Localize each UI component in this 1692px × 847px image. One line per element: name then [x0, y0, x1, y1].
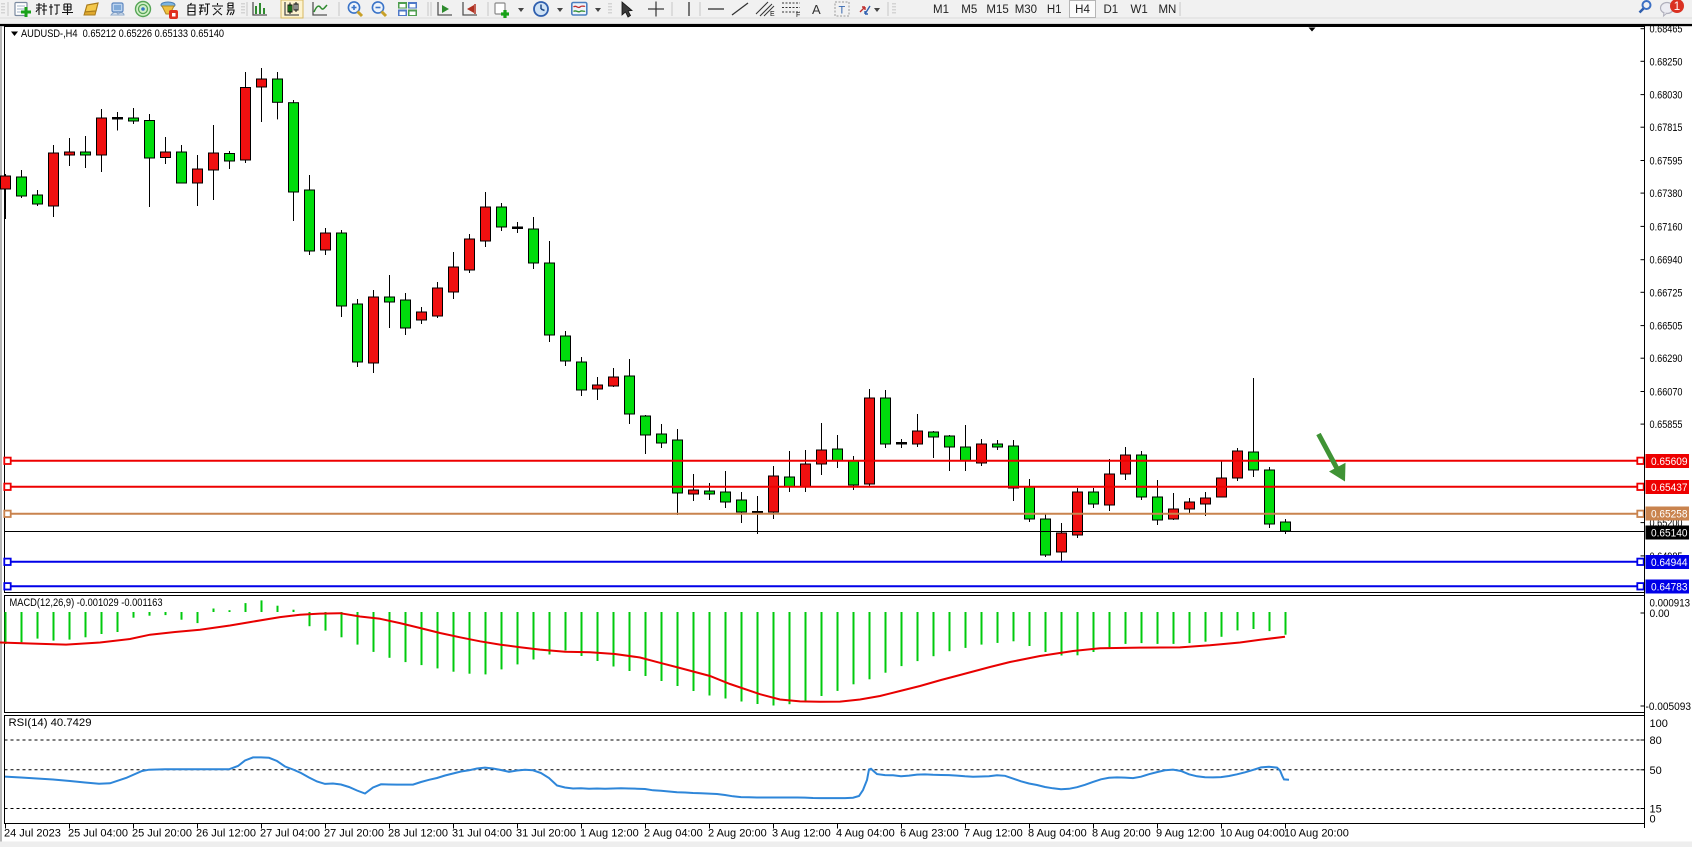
svg-text:M1: M1	[933, 4, 949, 16]
svg-text:A: A	[812, 2, 821, 17]
svg-text:F: F	[796, 12, 800, 19]
svg-text:9 Aug 12:00: 9 Aug 12:00	[1156, 828, 1215, 840]
svg-text:8 Aug 20:00: 8 Aug 20:00	[1092, 828, 1151, 840]
svg-text:24 Jul 2023: 24 Jul 2023	[4, 828, 61, 840]
svg-text:10 Aug 20:00: 10 Aug 20:00	[1284, 828, 1349, 840]
svg-text:0.65258: 0.65258	[1651, 509, 1688, 521]
svg-text:3 Aug 12:00: 3 Aug 12:00	[772, 828, 831, 840]
svg-text:0.66070: 0.66070	[1650, 387, 1683, 399]
svg-text:0.65609: 0.65609	[1651, 456, 1688, 468]
svg-text:80: 80	[1650, 735, 1662, 747]
svg-text:0.67380: 0.67380	[1650, 188, 1683, 200]
svg-text:D1: D1	[1103, 4, 1118, 16]
svg-text:27 Jul 20:00: 27 Jul 20:00	[324, 828, 384, 840]
svg-text:0.67815: 0.67815	[1650, 122, 1683, 134]
svg-text:0.64944: 0.64944	[1651, 557, 1688, 569]
svg-text:H4: H4	[1075, 4, 1090, 16]
svg-text:2 Aug 04:00: 2 Aug 04:00	[644, 828, 703, 840]
svg-text:0.000913: 0.000913	[1650, 598, 1691, 610]
svg-text:25 Jul 04:00: 25 Jul 04:00	[68, 828, 128, 840]
svg-text:25 Jul 20:00: 25 Jul 20:00	[132, 828, 192, 840]
svg-text:MN: MN	[1158, 4, 1176, 16]
svg-text:0.66725: 0.66725	[1650, 287, 1683, 299]
svg-text:0.68250: 0.68250	[1650, 56, 1683, 68]
svg-text:0: 0	[1650, 814, 1656, 826]
svg-text:4 Aug 04:00: 4 Aug 04:00	[836, 828, 895, 840]
svg-text:-0.005093: -0.005093	[1646, 701, 1692, 713]
svg-text:H1: H1	[1047, 4, 1062, 16]
svg-text:26 Jul 12:00: 26 Jul 12:00	[196, 828, 256, 840]
svg-text:15: 15	[1650, 804, 1662, 816]
svg-text:0.68030: 0.68030	[1650, 90, 1683, 102]
svg-text:10 Aug 04:00: 10 Aug 04:00	[1220, 828, 1285, 840]
svg-text:RSI(14) 40.7429: RSI(14) 40.7429	[9, 717, 92, 729]
svg-text:E: E	[770, 11, 775, 18]
svg-text:0.67160: 0.67160	[1650, 221, 1683, 233]
svg-text:6 Aug 23:00: 6 Aug 23:00	[900, 828, 959, 840]
svg-text:27 Jul 04:00: 27 Jul 04:00	[260, 828, 320, 840]
svg-text:0.66505: 0.66505	[1650, 321, 1683, 333]
svg-text:M15: M15	[986, 4, 1008, 16]
svg-text:0.64783: 0.64783	[1651, 582, 1688, 594]
svg-text:1: 1	[1674, 1, 1680, 13]
svg-text:0.65855: 0.65855	[1650, 419, 1683, 431]
svg-text:31 Jul 04:00: 31 Jul 04:00	[452, 828, 512, 840]
svg-text:0.65140: 0.65140	[1651, 528, 1688, 540]
svg-text:T: T	[839, 5, 846, 17]
svg-text:31 Jul 20:00: 31 Jul 20:00	[516, 828, 576, 840]
svg-text:28 Jul 12:00: 28 Jul 12:00	[388, 828, 448, 840]
svg-text:M30: M30	[1015, 4, 1037, 16]
svg-text:1 Aug 12:00: 1 Aug 12:00	[580, 828, 639, 840]
svg-text:50: 50	[1650, 765, 1662, 777]
svg-text:0.66290: 0.66290	[1650, 353, 1683, 365]
svg-text:0.68465: 0.68465	[1650, 24, 1683, 36]
svg-text:0.67595: 0.67595	[1650, 156, 1683, 168]
svg-text:8 Aug 04:00: 8 Aug 04:00	[1028, 828, 1087, 840]
svg-text:2 Aug 20:00: 2 Aug 20:00	[708, 828, 767, 840]
svg-text:M5: M5	[961, 4, 977, 16]
svg-text:100: 100	[1650, 718, 1668, 730]
svg-text:AUDUSD-,H4 0.65212 0.65226 0.: AUDUSD-,H4 0.65212 0.65226 0.65133 0.651…	[21, 28, 224, 40]
svg-text:W1: W1	[1130, 4, 1147, 16]
svg-text:MACD(12,26,9) -0.001029 -0.001: MACD(12,26,9) -0.001029 -0.001163	[10, 597, 163, 609]
svg-text:0.66940: 0.66940	[1650, 255, 1683, 267]
svg-text:0.65437: 0.65437	[1651, 482, 1688, 494]
svg-text:0.00: 0.00	[1650, 608, 1670, 620]
svg-text:7 Aug 12:00: 7 Aug 12:00	[964, 828, 1023, 840]
